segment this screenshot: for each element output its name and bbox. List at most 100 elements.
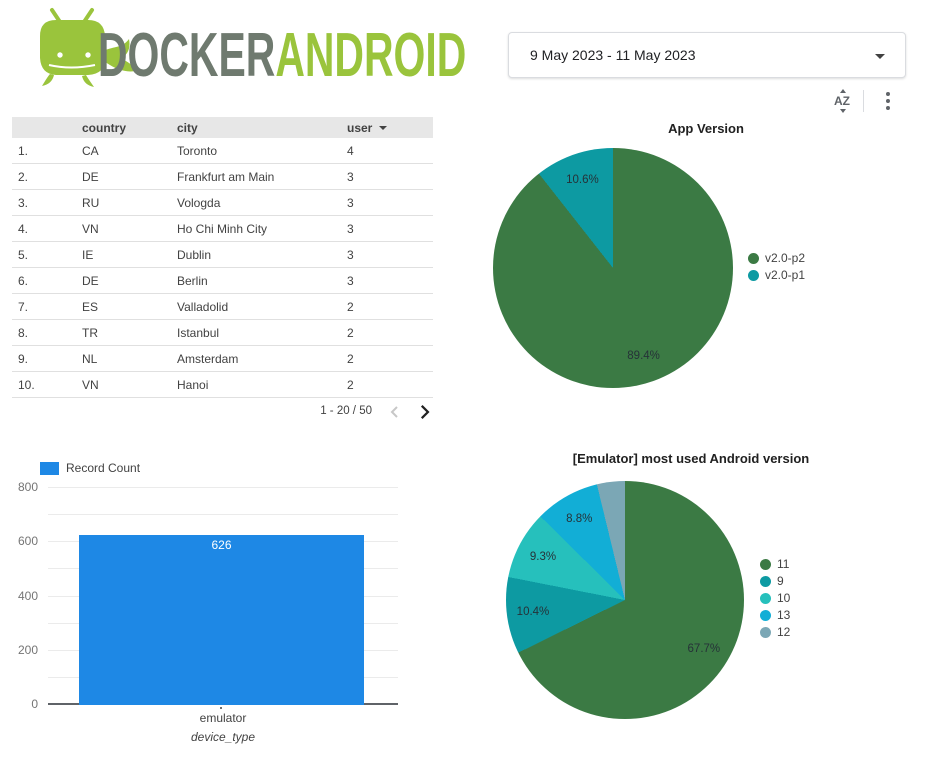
- table-cell: 2: [347, 325, 354, 340]
- legend-label: v2.0-p1: [765, 268, 806, 282]
- legend-dot-icon: [760, 609, 771, 621]
- legend-label: 11: [777, 557, 790, 571]
- table-cell: CA: [82, 143, 99, 158]
- pie-slice-labels: 89.4% 10.6%: [493, 148, 733, 388]
- table-header-country[interactable]: country: [82, 120, 127, 135]
- table-cell: 10.: [18, 377, 35, 392]
- pagination-prev-button[interactable]: [383, 400, 407, 424]
- y-tick-label: 800: [17, 480, 38, 494]
- record-count-bar[interactable]: 626: [79, 535, 364, 705]
- pie-slice-label: 67.7%: [687, 642, 721, 655]
- chevron-right-icon: [420, 405, 430, 419]
- logo-docker-text: DOCKER: [98, 21, 276, 90]
- y-tick-label: 0: [31, 697, 38, 711]
- legend-item[interactable]: 10: [760, 592, 790, 604]
- table-cell: 3: [347, 169, 354, 184]
- table-body: 1. CA Toronto 4 2. DE Frankfurt am Main 3 3. RU Vo…: [12, 138, 433, 398]
- table-cell: 2.: [18, 169, 29, 184]
- legend-dot-icon: [748, 252, 759, 264]
- sort-az-icon[interactable]: AZ: [830, 89, 854, 113]
- legend-item[interactable]: v2.0-p2: [748, 252, 805, 264]
- pie-slice-label: 8.8%: [566, 513, 593, 526]
- table-pagination: 1 - 20 / 50: [12, 398, 433, 426]
- table-cell: Valladolid: [177, 299, 229, 314]
- legend-dot-icon: [748, 269, 759, 281]
- pie-slice-label: 10.4%: [516, 606, 550, 619]
- table-row: 8. TR Istanbul 2: [12, 320, 433, 346]
- legend-label: v2.0-p2: [765, 251, 806, 265]
- pagination-next-button[interactable]: [412, 400, 436, 424]
- table-cell: TR: [82, 325, 98, 340]
- table-cell: 1.: [18, 143, 29, 158]
- table-header-city[interactable]: city: [177, 120, 198, 135]
- table-cell: 4.: [18, 221, 29, 236]
- table-cell: VN: [82, 221, 99, 236]
- table-cell: 8.: [18, 325, 29, 340]
- legend-item[interactable]: 9: [760, 575, 790, 587]
- kebab-menu-icon[interactable]: [879, 90, 897, 112]
- legend-item[interactable]: 11: [760, 558, 790, 570]
- table-cell: Toronto: [177, 143, 218, 158]
- logo-wordmark: DOCKERANDROID: [98, 25, 466, 87]
- table-row: 7. ES Valladolid 2: [12, 294, 433, 320]
- legend-item[interactable]: 12: [760, 626, 790, 638]
- app-version-pie-chart[interactable]: 89.4% 10.6%: [493, 148, 733, 388]
- table-cell: DE: [82, 169, 99, 184]
- table-cell: 3: [347, 195, 354, 210]
- table-row: 10. VN Hanoi 2: [12, 372, 433, 398]
- table-cell: 3: [347, 221, 354, 236]
- table-cell: Dublin: [177, 247, 212, 262]
- table-cell: 2: [347, 351, 354, 366]
- docker-android-logo: DOCKERANDROID: [26, 6, 466, 102]
- chevron-down-icon: [875, 54, 885, 59]
- table-cell: 7.: [18, 299, 29, 314]
- android-version-pie-chart[interactable]: 67.7% 10.4% 9.3% 8.8%: [506, 481, 744, 719]
- table-cell: 2: [347, 299, 354, 314]
- legend-item[interactable]: 13: [760, 609, 790, 621]
- legend-label: 9: [777, 574, 784, 588]
- legend-dot-icon: [760, 558, 771, 570]
- table-row: 9. NL Amsterdam 2: [12, 346, 433, 372]
- table-row: 3. RU Vologda 3: [12, 190, 433, 216]
- y-tick-label: 600: [17, 534, 38, 549]
- table-cell: Frankfurt am Main: [177, 169, 275, 184]
- table-cell: DE: [82, 273, 99, 288]
- table-cell: ES: [82, 299, 99, 314]
- table-cell: Berlin: [177, 273, 208, 288]
- sort-az-letters: AZ: [834, 94, 850, 108]
- table-header-user[interactable]: user: [347, 121, 433, 135]
- table-cell: 9.: [18, 351, 29, 366]
- x-axis-tick: [220, 707, 222, 709]
- pie-disc: [506, 481, 744, 719]
- pie-slice-labels: 67.7% 10.4% 9.3% 8.8%: [506, 481, 744, 719]
- date-range-selector[interactable]: 9 May 2023 - 11 May 2023: [508, 32, 906, 78]
- legend-item[interactable]: v2.0-p1: [748, 269, 805, 281]
- x-axis-title: device_type: [190, 730, 256, 744]
- pagination-range-label: 1 - 20 / 50: [320, 405, 372, 417]
- table-cell: 6.: [18, 273, 29, 288]
- legend-dot-icon: [760, 592, 771, 604]
- legend-dot-icon: [760, 575, 771, 587]
- app-version-legend: v2.0-p2 v2.0-p1: [748, 252, 805, 286]
- gridline: [48, 514, 398, 516]
- legend-label: 12: [777, 625, 791, 639]
- geo-users-table: country city user 1. CA Toronto 4 2. DE Frankfur…: [12, 117, 433, 398]
- table-cell: Vologda: [177, 195, 221, 210]
- sort-down-caret-icon: [840, 109, 846, 113]
- legend-dot-icon: [760, 626, 771, 638]
- logo-android-text: ANDROID: [275, 21, 467, 90]
- y-tick-label: 400: [17, 588, 38, 603]
- table-row: 4. VN Ho Chi Minh City 3: [12, 216, 433, 242]
- android-version-title: [Emulator] most used Android version: [572, 451, 810, 466]
- bar-chart-plot-area: 626: [48, 487, 398, 709]
- table-cell: Istanbul: [177, 325, 220, 340]
- table-cell: Amsterdam: [177, 351, 239, 366]
- gridline: [48, 487, 398, 488]
- table-header-row: country city user: [12, 117, 433, 138]
- table-row: 6. DE Berlin 3: [12, 268, 433, 294]
- table-cell: 2: [347, 377, 354, 392]
- table-row: 2. DE Frankfurt am Main 3: [12, 164, 433, 190]
- table-row: 1. CA Toronto 4: [12, 138, 433, 164]
- table-cell: IE: [82, 247, 94, 262]
